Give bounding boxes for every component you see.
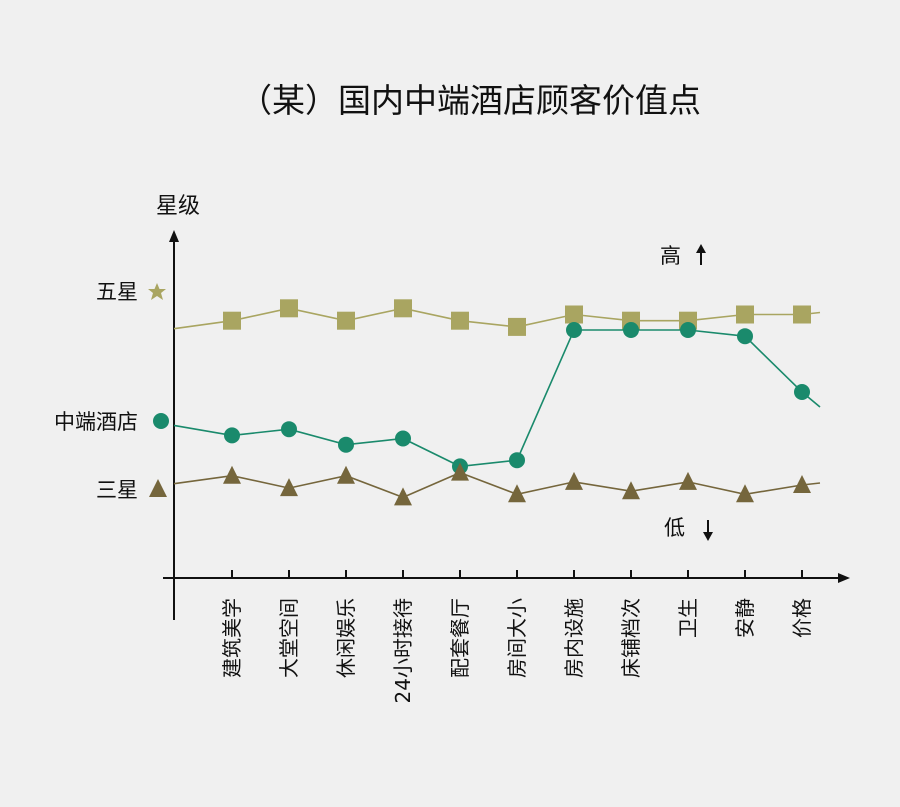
data-point-circle	[224, 427, 240, 444]
category-label: 休闲娱乐	[334, 598, 358, 678]
y-level-three-star: 三星	[96, 478, 138, 502]
axes	[163, 230, 850, 620]
data-point-triangle	[565, 471, 583, 490]
low-label: 低	[664, 516, 685, 540]
star-icon	[148, 283, 166, 300]
x-ticks	[231, 570, 803, 578]
data-point-triangle	[793, 475, 811, 493]
data-point-circle	[509, 452, 525, 469]
category-label: 大堂空间	[277, 598, 301, 678]
category-label: 房间大小	[505, 598, 529, 678]
category-label: 24小时接待	[391, 598, 415, 703]
up-arrow-head-icon	[696, 244, 706, 253]
data-point-square	[736, 305, 754, 324]
data-point-triangle	[508, 484, 526, 503]
data-point-triangle	[679, 471, 697, 490]
high-label: 高	[660, 244, 681, 268]
category-label: 床铺档次	[619, 598, 643, 678]
data-point-triangle	[622, 481, 640, 500]
category-label: 安静	[733, 598, 757, 638]
low-annotation: 低	[664, 516, 713, 541]
y-level-labels: 五星 中端酒店 三星	[54, 280, 169, 502]
data-point-triangle	[223, 465, 241, 484]
category-label: 价格	[790, 598, 814, 638]
data-point-square	[565, 305, 583, 324]
data-point-square	[223, 311, 241, 330]
data-point-circle	[395, 430, 411, 447]
data-point-triangle	[280, 478, 298, 497]
down-arrow-head-icon	[703, 532, 713, 541]
high-annotation: 高	[660, 244, 706, 268]
series-line-1	[173, 329, 821, 468]
midscale-level-marker	[153, 413, 169, 429]
data-point-square	[280, 299, 298, 318]
category-label: 建筑美学	[220, 598, 244, 678]
data-point-circle	[566, 322, 582, 338]
series-group	[173, 299, 821, 506]
data-point-circle	[794, 384, 810, 400]
category-label: 卫生	[676, 598, 700, 638]
y-axis-label: 星级	[156, 194, 200, 219]
y-level-five-star: 五星	[96, 280, 138, 304]
x-axis-arrow	[838, 573, 850, 583]
series-line-2	[173, 471, 821, 499]
y-axis-arrow	[169, 230, 179, 242]
data-point-square	[337, 311, 355, 330]
category-label: 配套餐厅	[448, 598, 472, 678]
data-point-triangle	[394, 487, 412, 506]
data-point-square	[394, 299, 412, 318]
data-point-triangle	[337, 465, 355, 484]
chart-title: （某）国内中端酒店顾客价值点	[239, 81, 701, 120]
category-labels: 建筑美学 大堂空间 休闲娱乐 24小时接待 配套餐厅 房间大小 房内设施 床铺档次 卫生 安静 价格	[220, 598, 814, 703]
data-point-circle	[281, 421, 297, 438]
data-point-circle	[623, 322, 639, 338]
data-point-circle	[680, 322, 696, 338]
data-point-triangle	[451, 462, 469, 481]
data-point-triangle	[736, 484, 754, 503]
data-point-square	[793, 305, 811, 324]
data-point-circle	[737, 328, 753, 345]
data-point-circle	[338, 436, 354, 453]
data-point-square	[508, 317, 526, 336]
series-line-0	[173, 307, 821, 330]
data-point-square	[451, 311, 469, 330]
three-star-level-marker	[149, 479, 167, 497]
y-level-midscale: 中端酒店	[54, 410, 138, 434]
category-label: 房内设施	[562, 598, 586, 678]
